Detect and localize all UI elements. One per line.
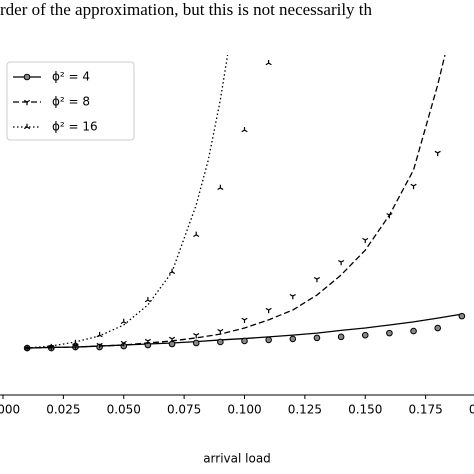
x-tick-label: 0.150 xyxy=(348,403,382,417)
marker xyxy=(168,268,176,275)
marker xyxy=(96,342,103,349)
marker xyxy=(72,339,79,346)
marker xyxy=(217,338,224,346)
marker xyxy=(313,334,321,342)
marker xyxy=(386,329,393,337)
x-tick-label: 0.050 xyxy=(107,403,141,417)
marker xyxy=(241,126,248,133)
marker xyxy=(265,307,272,314)
legend-label: ϕ² = 8 xyxy=(52,95,90,109)
x-tick-label: 0.200 xyxy=(469,403,474,417)
x-tick-label: 0.075 xyxy=(167,403,201,417)
marker xyxy=(265,59,272,66)
marker xyxy=(241,317,248,324)
marker xyxy=(265,336,272,344)
legend-label: ϕ² = 16 xyxy=(52,120,98,134)
marker xyxy=(193,333,200,339)
marker xyxy=(289,335,297,343)
marker xyxy=(120,340,127,347)
marker xyxy=(217,328,224,335)
marker xyxy=(241,337,248,345)
marker xyxy=(23,99,31,106)
x-tick-label: 0.125 xyxy=(288,403,322,417)
legend-box xyxy=(6,61,135,141)
marker xyxy=(193,231,200,237)
marker xyxy=(144,338,151,345)
marker xyxy=(192,339,200,347)
marker xyxy=(168,336,176,343)
marker xyxy=(337,333,345,341)
marker xyxy=(434,324,442,332)
marker xyxy=(24,344,31,351)
marker xyxy=(338,259,345,266)
marker xyxy=(120,318,127,325)
series-line xyxy=(27,55,229,349)
marker xyxy=(410,327,417,335)
marker xyxy=(144,296,151,303)
paper-text: rder of the approximation, but this is n… xyxy=(0,0,373,19)
marker xyxy=(96,331,103,338)
marker xyxy=(361,331,369,339)
x-tick-label: 0.000 xyxy=(0,403,20,417)
marker xyxy=(48,343,55,350)
marker xyxy=(313,276,321,283)
legend: ϕ² = 4 ϕ² = 8 ϕ² = 16 xyxy=(6,61,135,141)
plot-area xyxy=(23,55,466,352)
marker xyxy=(23,73,31,81)
marker xyxy=(23,123,31,130)
marker xyxy=(434,150,441,157)
x-tick-label: 0.175 xyxy=(408,403,442,417)
marker xyxy=(386,213,393,219)
marker xyxy=(362,237,369,244)
marker xyxy=(458,312,466,320)
marker xyxy=(289,293,296,300)
marker xyxy=(410,183,417,190)
legend-label: ϕ² = 4 xyxy=(52,70,90,84)
x-axis-label: arrival load xyxy=(203,452,271,466)
marker xyxy=(217,184,224,191)
x-tick-label: 0.025 xyxy=(46,403,80,417)
x-tick-label: 0.100 xyxy=(227,403,261,417)
